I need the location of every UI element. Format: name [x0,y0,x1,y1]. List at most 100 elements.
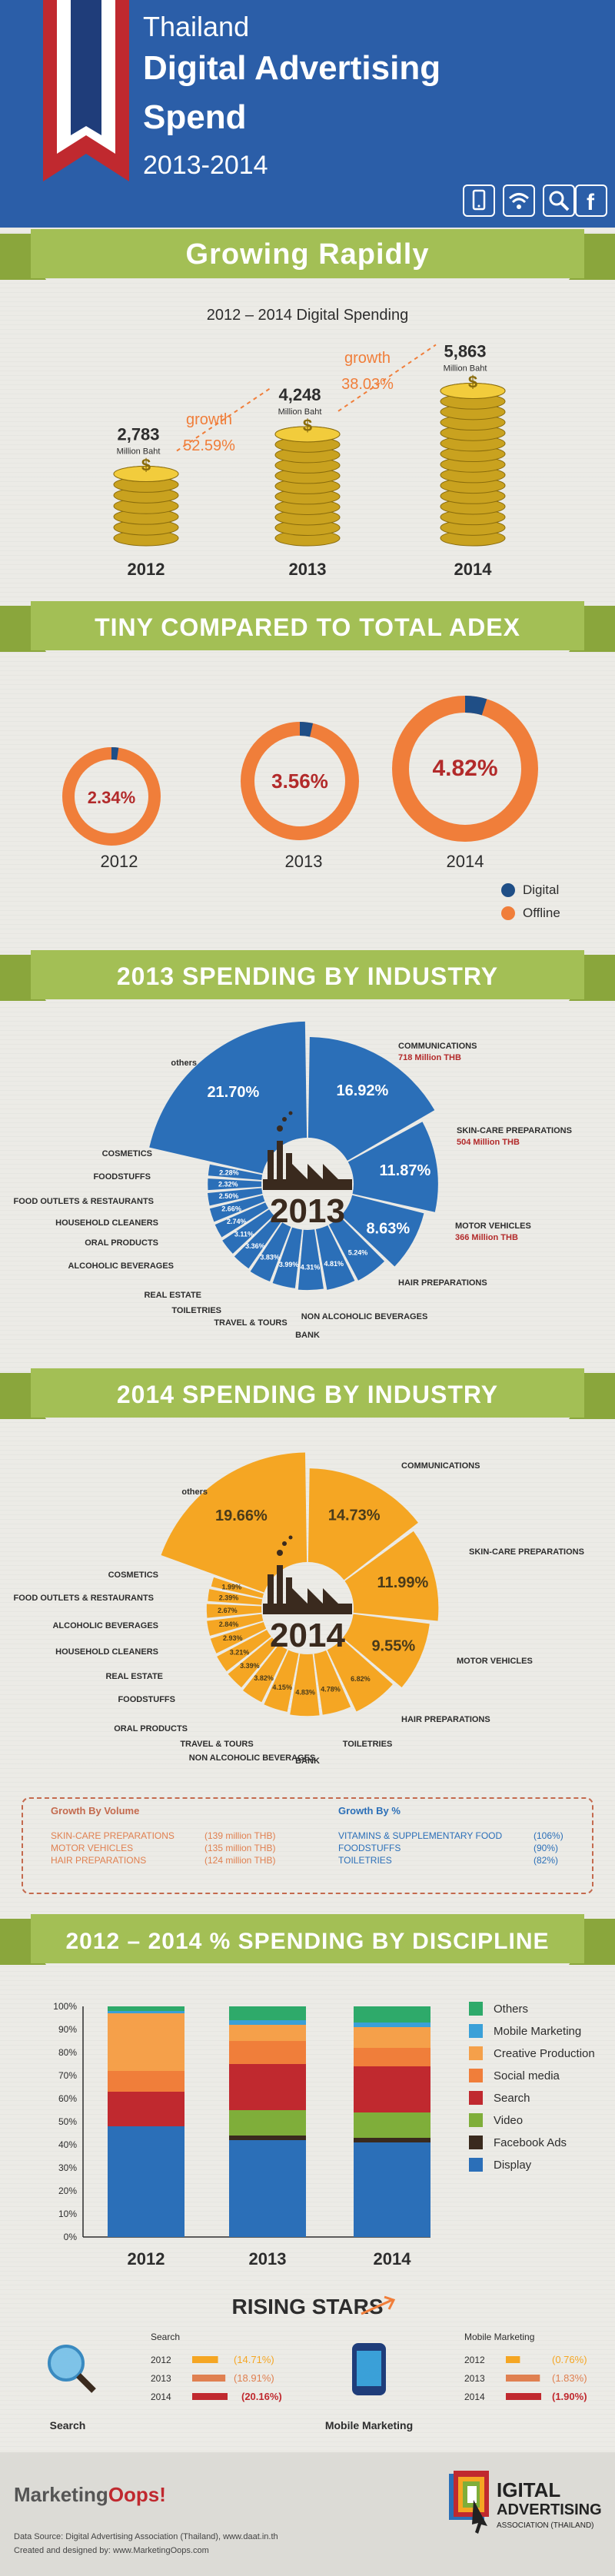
year-label: 2012 [151,2355,171,2365]
y-tick: 100% [53,2001,77,2012]
slice-value: 19.66% [215,1507,268,1524]
growth-pct-value: (106%) [534,1830,563,1841]
legend-offline: Offline [501,906,560,921]
growth-pct-item: VITAMINS & SUPPLEMENTARY FOOD [338,1830,503,1841]
header-title-line2: Spend [143,98,247,136]
stack-segment [229,2020,306,2025]
stack-segment [354,2138,430,2142]
slice-label: COSMETICS [108,1571,158,1580]
factory-chimney [268,1150,274,1184]
industry-slice [209,1195,265,1222]
rising-arrow-icon [361,2295,396,2315]
industry-slice [341,1195,424,1267]
industry-slice [327,1638,393,1712]
tablet-icon[interactable] [463,184,495,217]
industry-slice [347,1122,438,1212]
slice-value: 14.73% [328,1507,381,1524]
industry-slice [208,1164,263,1181]
footer-brand[interactable]: MarketingOops! [14,2483,166,2507]
slice-label: COMMUNICATIONS [401,1461,480,1471]
growth-pct-value: (90%) [534,1843,559,1853]
industry-slice [342,1614,430,1688]
industry-slice [208,1589,263,1605]
year-label: 2014 [454,560,493,579]
rising-title: RISING STARS [231,2295,383,2318]
industry-2014-chart: 14.73% COMMUNICATIONS 11.99% SKIN-CARE PREP… [13,1452,584,1766]
growth-volume-item: MOTOR VEHICLES [51,1843,134,1853]
slice-label: MOTOR VEHICLES [457,1657,533,1666]
rising-value: (1.83%) [552,2372,587,2384]
industry-slice [208,1188,263,1206]
thai-flag-ribbon [43,0,129,181]
year-label: 2013 [151,2373,171,2384]
facebook-icon[interactable]: f [575,184,607,217]
stack-segment [354,2006,430,2023]
search-icon[interactable] [543,184,575,217]
rising-value: (18.91%) [234,2372,274,2384]
growth-value: 38.03% [341,376,394,393]
slice-label: FOODSTUFFS [93,1172,151,1182]
industry-slice [207,1614,264,1636]
slice-value: 2.66% [221,1205,241,1212]
legend-label: Facebook Ads [494,2136,567,2149]
slice-label: HOUSEHOLD CLEANERS [55,1647,158,1657]
industry-slice [208,1178,262,1191]
lens [48,2345,85,2382]
slice-value: 4.31% [301,1263,321,1271]
slice-note: 366 Million THB [455,1233,518,1242]
legend-label: Display [494,2159,532,2172]
slice-value: 3.21% [230,1649,250,1657]
growth-volume-item: HAIR PREPARATIONS [51,1855,147,1866]
center-year: 2013 [270,1192,345,1230]
wifi-icon[interactable] [503,184,535,217]
y-tick: 0% [64,2232,78,2242]
rising-bar [506,2393,541,2400]
handle [76,2373,96,2393]
daat-logo-mark [449,2471,489,2534]
legend-label: Others [494,2003,528,2016]
coin-symbol: $ [141,456,151,475]
rising-bar [506,2356,520,2363]
y-tick: 10% [58,2209,77,2219]
rising-value: (0.76%) [552,2354,587,2365]
header-title-line1: Digital Advertising [143,49,441,87]
stack-segment [108,2126,184,2237]
growth-volume-item: SKIN-CARE PREPARATIONS [51,1830,175,1841]
slice-value: 3.82% [254,1674,274,1682]
slice-value: 16.92% [337,1082,389,1099]
slice-value: 21.70% [207,1084,259,1101]
slice-label: HAIR PREPARATIONS [401,1715,490,1724]
coin-symbol: $ [468,372,477,391]
industry-slice [243,1644,288,1703]
slice-label: others [181,1487,208,1497]
smoke [288,1111,293,1115]
rising-value: (20.16%) [241,2391,282,2402]
industry-slice [328,1216,385,1281]
slice-value: 4.81% [324,1260,344,1268]
factory-roof [292,1164,338,1179]
slice-value: 9.55% [371,1638,415,1655]
coin-top [440,382,506,399]
banner-discipline: 2012 – 2014 % SPENDING BY DISCIPLINE [0,1914,615,1965]
slice-value: 2.28% [219,1169,239,1177]
factory-chimney [277,1565,283,1608]
year-label: 2014 [464,2392,485,2402]
stack-segment [229,2140,306,2237]
share-label: 3.56% [271,769,328,793]
legend-label: Search [494,2092,530,2105]
header: Thailand Digital Advertising Spend 2013-… [0,0,615,228]
stack-segment [354,2048,430,2066]
rising-bar [192,2393,228,2400]
industry-slice [308,1468,418,1581]
slice-value: 3.36% [245,1242,265,1250]
growth-word: growth [186,411,232,428]
year-label: 2012 [464,2355,485,2365]
factory-roof [292,1588,338,1604]
legend-swatch [469,2069,483,2082]
digital-arc [62,747,161,846]
center-year: 2014 [270,1617,345,1654]
factory-icon [263,1535,352,1614]
y-tick: 50% [58,2116,77,2127]
footer-credit: Created and designed by: www.MarketingOo… [14,2546,209,2555]
digital-arc [241,722,359,840]
